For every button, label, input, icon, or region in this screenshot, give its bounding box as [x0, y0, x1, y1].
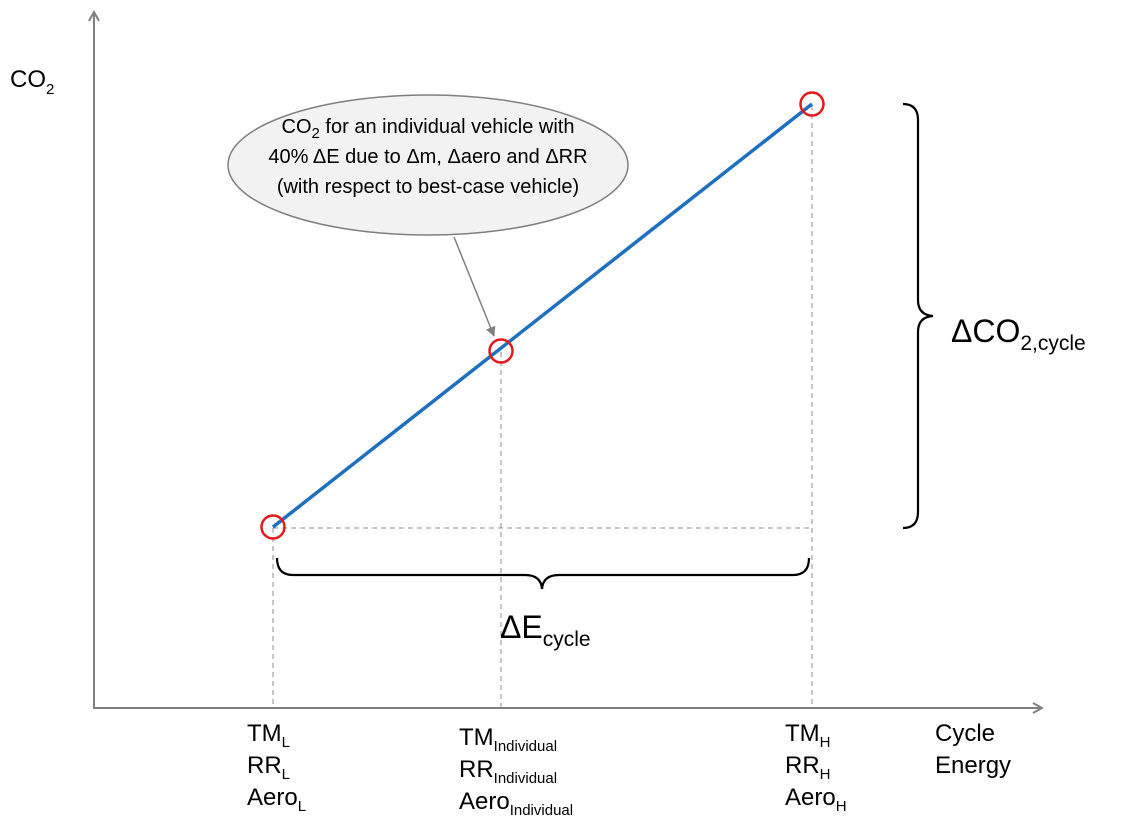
callout-line2: 40% ΔE due to Δm, Δaero and ΔRR: [268, 146, 587, 168]
tick-labels-high: TMH RRH AeroH: [785, 720, 847, 815]
y-axis-label: CO2: [10, 66, 54, 98]
tick-labels-individual: TMIndividual RRIndividual AeroIndividual: [459, 724, 573, 819]
x-axis-label-line1: Cycle: [935, 720, 995, 747]
callout-bubble: [227, 94, 629, 236]
tick-high-aero: AeroH: [785, 784, 847, 815]
delta-co2-label: ΔCO2,cycle: [951, 313, 1086, 355]
callout-line1: CO2 for an individual vehicle with: [282, 116, 575, 142]
co2-line: [271, 102, 814, 529]
brace-vertical: [902, 102, 934, 530]
x-axis-label-line2: Energy: [935, 752, 1011, 779]
tick-low-aero: AeroL: [247, 784, 306, 815]
callout: CO2 for an individual vehicle with 40% Δ…: [227, 94, 629, 337]
marker-high: [799, 91, 825, 117]
tick-individual-aero: AeroIndividual: [459, 788, 573, 819]
brace-horizontal: [275, 557, 811, 590]
tick-high-rr: RRH: [785, 752, 831, 783]
tick-high-tm: TMH: [785, 720, 831, 751]
guide-lines: [272, 105, 813, 708]
tick-labels-low: TML RRL AeroL: [247, 720, 306, 815]
tick-low-tm: TML: [247, 720, 290, 751]
marker-individual: [488, 338, 514, 364]
tick-low-rr: RRL: [247, 752, 290, 783]
callout-pointer: [453, 236, 496, 337]
marker-low: [260, 514, 286, 540]
callout-line3: (with respect to best-case vehicle): [277, 176, 579, 198]
tick-individual-rr: RRIndividual: [459, 756, 557, 787]
delta-e-label: ΔEcycle: [500, 609, 591, 651]
tick-individual-tm: TMIndividual: [459, 724, 557, 755]
